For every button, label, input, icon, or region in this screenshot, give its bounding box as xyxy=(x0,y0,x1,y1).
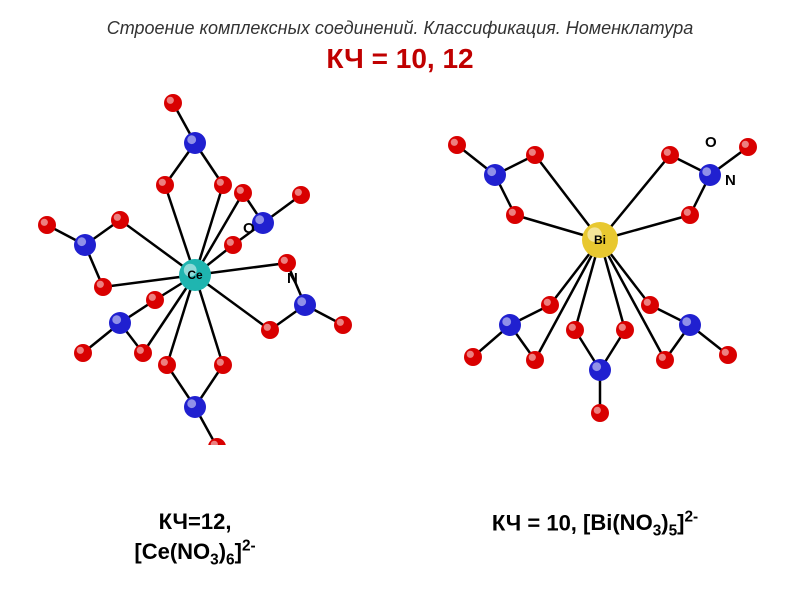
atom-N xyxy=(184,396,206,418)
atom-O xyxy=(74,344,92,362)
atom-annotation: N xyxy=(287,270,298,287)
left-caption-formula: [Ce(NO3)6]2- xyxy=(134,539,255,564)
atom-annotation: O xyxy=(243,220,255,237)
right-caption: КЧ = 10, [Bi(NO3)5]2- xyxy=(415,508,775,570)
atom-N xyxy=(589,359,611,381)
atom-O xyxy=(156,176,174,194)
atom-O xyxy=(224,236,242,254)
atom-O xyxy=(208,438,226,445)
atom-O xyxy=(334,316,352,334)
atom-O xyxy=(506,206,524,224)
atom-N xyxy=(74,234,96,256)
atom-O xyxy=(164,94,182,112)
bi-structure-svg: Bi O N xyxy=(415,85,775,425)
atom-O xyxy=(656,351,674,369)
atom-O xyxy=(146,291,164,309)
right-structure-panel: Bi O N xyxy=(415,85,775,450)
center-atom-label: Ce xyxy=(187,268,203,282)
atom-N xyxy=(252,212,274,234)
atom-N xyxy=(699,164,721,186)
center-atom-label: Bi xyxy=(594,233,606,247)
left-caption-line1: КЧ=12, xyxy=(159,509,232,534)
atom-O xyxy=(541,296,559,314)
atom-O xyxy=(261,321,279,339)
atom-O xyxy=(464,348,482,366)
atom-N xyxy=(484,164,506,186)
atom-N xyxy=(499,314,521,336)
atom-N xyxy=(109,312,131,334)
right-caption-formula: [Bi(NO3)5]2- xyxy=(583,510,698,535)
atom-O xyxy=(214,176,232,194)
atom-O xyxy=(661,146,679,164)
atom-N xyxy=(184,132,206,154)
atom-annotation: O xyxy=(705,134,717,151)
atom-O xyxy=(38,216,56,234)
atom-O xyxy=(526,351,544,369)
atom-O xyxy=(158,356,176,374)
atom-O xyxy=(292,186,310,204)
subtitle: Строение комплексных соединений. Классиф… xyxy=(0,0,800,39)
atom-O xyxy=(739,138,757,156)
atom-O xyxy=(526,146,544,164)
atom-O xyxy=(681,206,699,224)
atom-O xyxy=(94,278,112,296)
left-structure-panel: Ce O N xyxy=(25,85,365,450)
atom-O xyxy=(234,184,252,202)
title-prefix: КЧ = xyxy=(326,43,395,74)
atom-O xyxy=(719,346,737,364)
atom-O xyxy=(591,404,609,422)
atom-N xyxy=(679,314,701,336)
atom-O xyxy=(111,211,129,229)
atom-O xyxy=(641,296,659,314)
ce-structure-svg: Ce O N xyxy=(25,85,365,445)
title-values: 10, 12 xyxy=(396,43,474,74)
atom-O xyxy=(566,321,584,339)
title: КЧ = 10, 12 xyxy=(0,43,800,75)
atom-O xyxy=(448,136,466,154)
atom-O xyxy=(616,321,634,339)
atom-N xyxy=(294,294,316,316)
atom-annotation: N xyxy=(725,172,736,189)
atom-O xyxy=(134,344,152,362)
left-caption: КЧ=12, [Ce(NO3)6]2- xyxy=(25,508,365,570)
atom-O xyxy=(214,356,232,374)
right-caption-line1: КЧ = 10, xyxy=(492,510,583,535)
